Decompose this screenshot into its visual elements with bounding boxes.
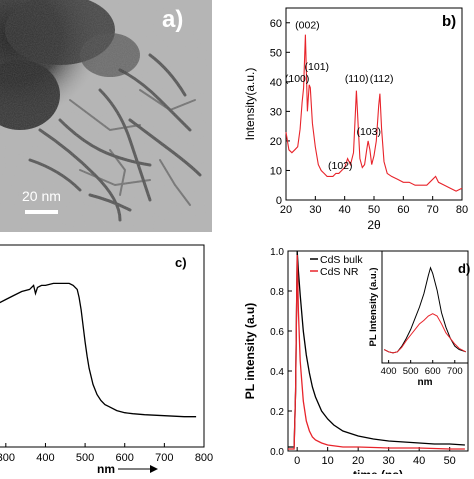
tem-micrograph [0, 0, 212, 232]
x-tick-label: 700 [155, 452, 173, 464]
inset-x-tick-label: 500 [403, 366, 419, 377]
panel-a-label: a) [162, 6, 184, 33]
panel-a-tem-image: a) 20 nm [0, 0, 212, 232]
inset-x-tick-label: 400 [381, 366, 397, 377]
x-tick-label: 500 [76, 452, 94, 464]
absorption-chart-svg: 300 400 500 600 700 800 nm c) [0, 244, 213, 476]
decay-series-line [288, 254, 465, 450]
x-axis-arrow-head [150, 465, 158, 473]
y-tick-label: 0.2 [270, 407, 284, 418]
x-tick-label: 0 [294, 455, 300, 467]
peak-annotation: (103) [356, 126, 381, 138]
x-axis-label: time (ns) [353, 468, 403, 474]
plot-frame [285, 7, 463, 201]
x-tick-label: 30 [383, 455, 395, 467]
inset-x-axis-label: nm [418, 377, 433, 388]
x-tick-label: 30 [309, 204, 321, 216]
y-tick-label: 20 [270, 136, 282, 148]
x-tick-label: 600 [116, 452, 134, 464]
y-tick-label: 0 [276, 195, 282, 207]
y-tick-label: 10 [270, 165, 282, 177]
y-axis-label: PL intensity (a.u) [243, 303, 257, 399]
x-tick-label: 40 [339, 204, 351, 216]
x-tick-label: 40 [413, 455, 425, 467]
y-tick-label: 40 [270, 77, 282, 89]
peak-annotation: (102) [328, 160, 353, 172]
panel-b-xrd-chart: 20 30 40 50 60 70 80 0 10 20 30 40 50 60 (002) (100) (10… [236, 0, 474, 237]
xrd-series-line [285, 34, 463, 192]
x-tick-label: 20 [280, 204, 292, 216]
x-tick-label: 70 [427, 204, 439, 216]
peak-annotation: (110) [345, 73, 369, 85]
x-axis-label: nm [97, 462, 115, 474]
panel-d-pl-decay-chart: 0 10 20 30 40 50 0.0 0.2 0.4 0.6 0.8 1.0 CdS bulk CdS… [236, 237, 474, 479]
peak-annotation: (101) [305, 61, 330, 73]
panel-b-label: b) [442, 13, 456, 30]
x-tick-label: 60 [397, 204, 409, 216]
legend-entry: CdS NR [320, 266, 359, 278]
inset-x-tick-label: 600 [425, 366, 441, 377]
x-tick-label: 50 [444, 455, 456, 467]
x-tick-label: 50 [368, 204, 380, 216]
x-tick-label: 10 [322, 455, 334, 467]
y-axis-label: Intensity(a.u.) [243, 68, 257, 141]
peak-annotation: (100) [285, 73, 310, 85]
legend-entry: CdS bulk [320, 254, 363, 266]
x-tick-label: 800 [195, 452, 213, 464]
y-tick-label: 50 [270, 47, 282, 59]
peak-annotation: (112) [370, 73, 394, 85]
inset-x-tick-label: 700 [447, 366, 463, 377]
y-tick-label: 0.4 [270, 367, 284, 378]
inset-series-line [383, 313, 467, 354]
panel-d-label: d) [458, 261, 470, 276]
x-tick-label: 300 [0, 452, 15, 464]
scale-bar-label: 20 nm [22, 188, 61, 204]
y-tick-label: 30 [270, 106, 282, 118]
panel-c-label: c) [175, 255, 187, 270]
x-tick-label: 20 [352, 455, 364, 467]
plot-frame [0, 244, 205, 448]
y-tick-label: 0.8 [270, 287, 284, 298]
y-tick-label: 60 [270, 18, 282, 30]
pl-decay-chart-svg: 0 10 20 30 40 50 0.0 0.2 0.4 0.6 0.8 1.0 CdS bulkCdS… [243, 247, 470, 479]
y-tick-label: 1.0 [270, 247, 284, 258]
y-tick-label: 0.0 [270, 447, 284, 458]
x-tick-label: 80 [456, 204, 468, 216]
y-tick-label: 0.6 [270, 327, 284, 338]
peak-annotation: (002) [295, 20, 320, 32]
x-tick-label: 400 [36, 452, 54, 464]
x-axis-label: 2θ [367, 218, 381, 232]
inset-y-axis-label: PL Intensity (a.u.) [368, 267, 379, 346]
absorption-series-line [0, 282, 197, 418]
panel-c-absorption-chart: 300 400 500 600 700 800 nm c) [0, 237, 236, 476]
